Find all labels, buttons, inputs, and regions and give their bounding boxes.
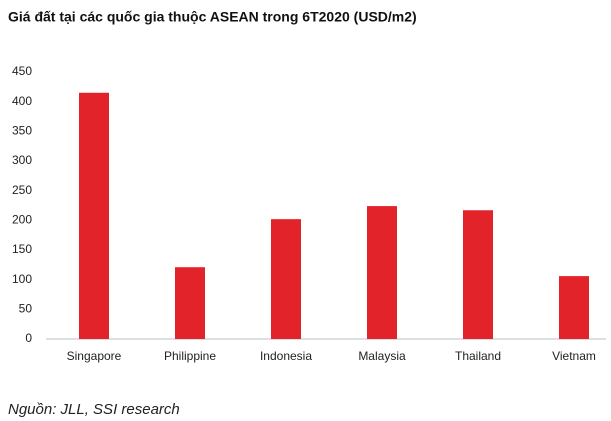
y-tick-label: 0 xyxy=(25,331,32,345)
bar xyxy=(559,276,589,339)
x-tick-label: Indonesia xyxy=(260,349,312,363)
chart-title: Giá đất tại các quốc gia thuộc ASEAN tro… xyxy=(8,9,417,25)
x-tick-label: Singapore xyxy=(67,349,122,363)
bar xyxy=(367,206,397,339)
x-tick-label: Vietnam xyxy=(552,349,596,363)
y-tick-label: 350 xyxy=(12,124,32,138)
x-tick-label: Malaysia xyxy=(358,349,406,363)
bar xyxy=(79,92,109,340)
y-tick-label: 250 xyxy=(12,183,32,197)
bar xyxy=(463,210,493,339)
x-tick-label: Thailand xyxy=(455,349,501,363)
bar xyxy=(175,267,205,339)
y-tick-label: 50 xyxy=(19,302,33,316)
y-tick-label: 200 xyxy=(12,213,32,227)
y-tick-label: 400 xyxy=(12,94,32,108)
y-tick-label: 150 xyxy=(12,242,32,256)
y-tick-label: 300 xyxy=(12,153,32,167)
source-note: Nguồn: JLL, SSI research xyxy=(8,401,180,418)
y-tick-label: 450 xyxy=(12,64,32,78)
bar xyxy=(271,219,301,339)
x-tick-label: Philippine xyxy=(164,349,216,363)
y-tick-label: 100 xyxy=(12,272,32,286)
